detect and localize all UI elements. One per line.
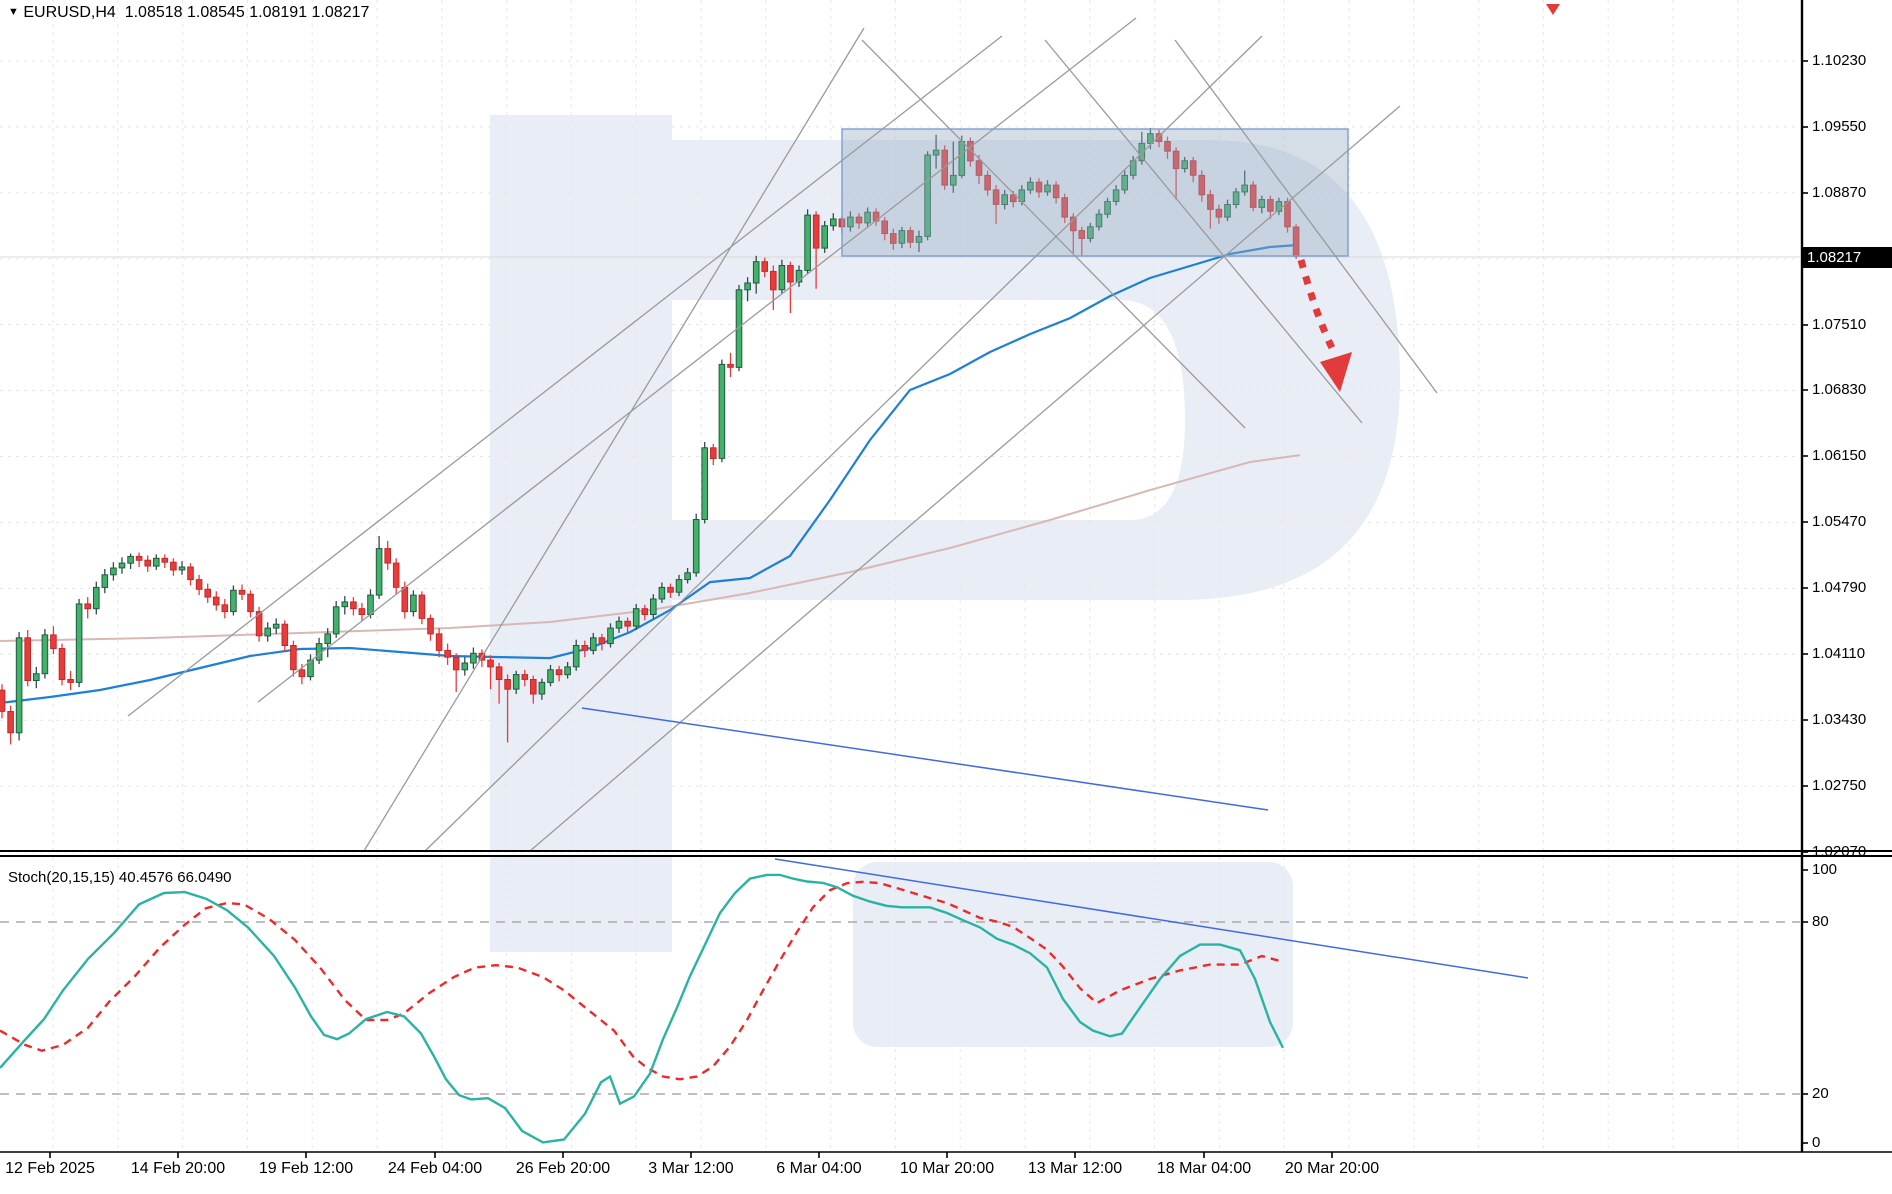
breakdown-arrow[interactable] xyxy=(1297,259,1338,354)
stoch-level-lines xyxy=(0,921,1800,1095)
price-label: 1.02750 xyxy=(1812,777,1867,794)
consolidation-box[interactable] xyxy=(841,128,1349,257)
stoch-level-label: 100 xyxy=(1812,861,1838,878)
trendlines-blue[interactable] xyxy=(581,707,1529,979)
date-label: 3 Mar 12:00 xyxy=(648,1160,734,1177)
stoch-k-line xyxy=(0,873,1285,1144)
stoch-level-label: 0 xyxy=(1812,1134,1821,1151)
trendlines-gray[interactable] xyxy=(127,17,1438,852)
date-label: 26 Feb 20:00 xyxy=(515,1160,611,1177)
date-label: 18 Mar 04:00 xyxy=(1156,1160,1252,1177)
date-label: 13 Mar 12:00 xyxy=(1027,1160,1123,1177)
watermark-logo xyxy=(490,115,1400,1047)
panel-borders xyxy=(0,0,1892,1153)
price-label: 1.04110 xyxy=(1812,645,1866,662)
ma-slow-line xyxy=(0,454,1301,642)
date-label: 12 Feb 2025 xyxy=(5,1160,95,1177)
date-label: 10 Mar 20:00 xyxy=(899,1160,995,1177)
axis-ticks xyxy=(49,60,1808,1158)
stoch-level-label: 80 xyxy=(1812,913,1829,930)
price-label: 1.09550 xyxy=(1812,118,1867,135)
price-label: 1.04790 xyxy=(1812,579,1867,596)
date-label: 19 Feb 12:00 xyxy=(258,1160,354,1177)
date-label: 6 Mar 04:00 xyxy=(776,1160,862,1177)
stochastic-indicator-label: Stoch(20,15,15) 40.4576 66.0490 xyxy=(8,869,232,886)
stoch-level-label: 20 xyxy=(1812,1085,1829,1102)
stoch-d-line xyxy=(0,880,1284,1081)
price-label: 1.07510 xyxy=(1812,316,1867,333)
breakdown-arrow-head xyxy=(1320,352,1352,392)
date-label: 14 Feb 20:00 xyxy=(130,1160,226,1177)
price-label: 1.05470 xyxy=(1812,513,1867,530)
current-price-tag: 1.08217 xyxy=(1803,247,1892,268)
alert-icon[interactable] xyxy=(1546,4,1560,15)
price-label: 1.03430 xyxy=(1812,711,1867,728)
ma-fast-line xyxy=(0,244,1297,705)
price-label: 1.06150 xyxy=(1812,447,1867,464)
date-label: 24 Feb 04:00 xyxy=(387,1160,483,1177)
chart-header: ▼ EURUSD,H4 1.08518 1.08545 1.08191 1.08… xyxy=(8,4,369,22)
ohlc-values: 1.08518 1.08545 1.08191 1.08217 xyxy=(124,4,370,21)
price-label: 1.08870 xyxy=(1812,184,1867,201)
price-label: 1.06830 xyxy=(1812,381,1867,398)
symbol-label: EURUSD,H4 xyxy=(23,4,116,21)
price-label: 1.02070 xyxy=(1812,843,1867,860)
candles-layer xyxy=(0,127,1300,745)
price-label: 1.10230 xyxy=(1812,52,1867,69)
date-label: 20 Mar 20:00 xyxy=(1284,1160,1380,1177)
triangle-down-icon: ▼ xyxy=(8,6,19,18)
